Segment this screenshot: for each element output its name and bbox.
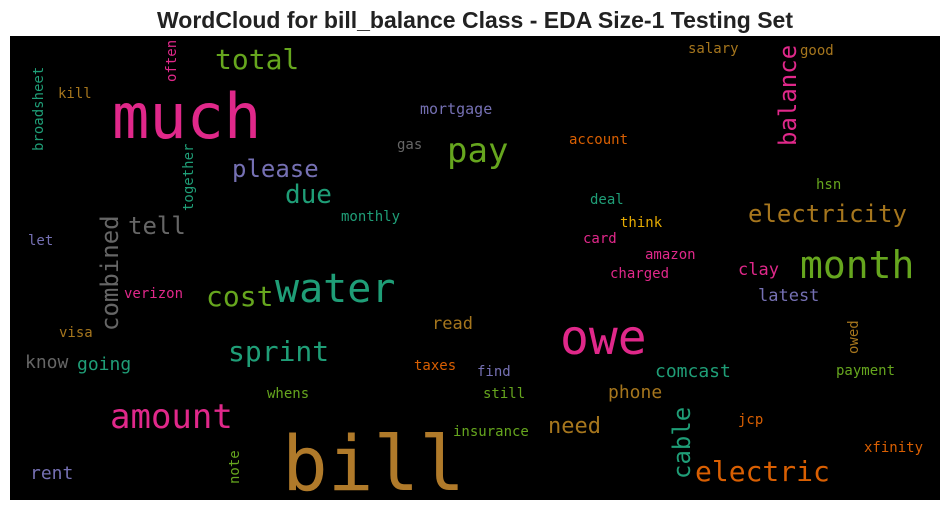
word-bill: bill <box>282 419 466 501</box>
word-cost: cost <box>206 280 274 313</box>
word-still: still <box>483 386 526 402</box>
word-rent: rent <box>30 463 74 484</box>
word-let: let <box>28 233 54 249</box>
word-month: month <box>800 243 915 287</box>
word-taxes: taxes <box>414 358 457 374</box>
word-amazon: amazon <box>645 247 696 263</box>
word-sprint: sprint <box>228 335 330 368</box>
word-need: need <box>548 414 601 439</box>
word-total: total <box>215 43 300 76</box>
word-balance: balance <box>774 44 802 146</box>
word-kill: kill <box>58 86 92 102</box>
word-phone: phone <box>608 382 663 403</box>
word-mortgage: mortgage <box>420 100 493 118</box>
word-owed: owed <box>846 320 862 354</box>
word-please: please <box>232 155 319 183</box>
word-read: read <box>432 314 473 334</box>
word-whens: whens <box>267 386 310 402</box>
word-jcp: jcp <box>738 412 764 428</box>
word-latest: latest <box>758 286 820 306</box>
word-visa: visa <box>59 325 93 341</box>
word-monthly: monthly <box>341 209 401 225</box>
word-often: often <box>164 39 180 82</box>
word-water: water <box>275 266 396 312</box>
chart-title: WordCloud for bill_balance Class - EDA S… <box>156 7 793 33</box>
word-pay: pay <box>447 131 509 171</box>
word-much: much <box>112 80 262 153</box>
word-deal: deal <box>590 192 624 208</box>
word-good: good <box>800 43 834 59</box>
word-gas: gas <box>397 137 423 153</box>
word-going: going <box>77 354 132 375</box>
word-know: know <box>25 352 69 373</box>
word-note: note <box>227 450 243 484</box>
word-think: think <box>620 215 663 231</box>
word-salary: salary <box>688 41 739 57</box>
word-amount: amount <box>110 397 233 437</box>
word-cloud: bill much owe water month amount pay electric sp… <box>10 36 940 500</box>
word-together: together <box>181 143 197 211</box>
word-comcast: comcast <box>655 361 731 382</box>
word-payment: payment <box>836 363 896 379</box>
word-tell: tell <box>128 212 186 240</box>
word-account: account <box>569 132 629 148</box>
word-combined: combined <box>96 215 124 331</box>
word-find: find <box>477 364 511 380</box>
word-card: card <box>583 231 617 247</box>
word-verizon: verizon <box>124 286 184 302</box>
word-charged: charged <box>610 266 670 282</box>
word-hsn: hsn <box>816 177 842 193</box>
word-due: due <box>285 180 332 210</box>
word-insurance: insurance <box>453 424 529 440</box>
word-owe: owe <box>560 310 647 366</box>
word-clay: clay <box>738 260 779 280</box>
word-broadsheet: broadsheet <box>31 66 47 151</box>
word-xfinity: xfinity <box>864 440 924 456</box>
word-electric: electric <box>695 455 830 488</box>
word-electricity: electricity <box>748 200 907 228</box>
word-cable: cable <box>668 406 696 479</box>
